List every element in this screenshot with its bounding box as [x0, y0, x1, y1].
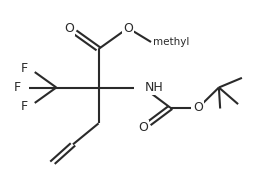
- Text: F: F: [13, 81, 20, 94]
- Text: NH: NH: [145, 81, 163, 94]
- Text: O: O: [194, 101, 203, 114]
- Text: methyl: methyl: [153, 37, 189, 47]
- Text: O: O: [64, 22, 74, 34]
- Text: O: O: [138, 121, 148, 134]
- Text: F: F: [21, 62, 28, 75]
- Text: O: O: [123, 22, 133, 34]
- Text: F: F: [21, 100, 28, 113]
